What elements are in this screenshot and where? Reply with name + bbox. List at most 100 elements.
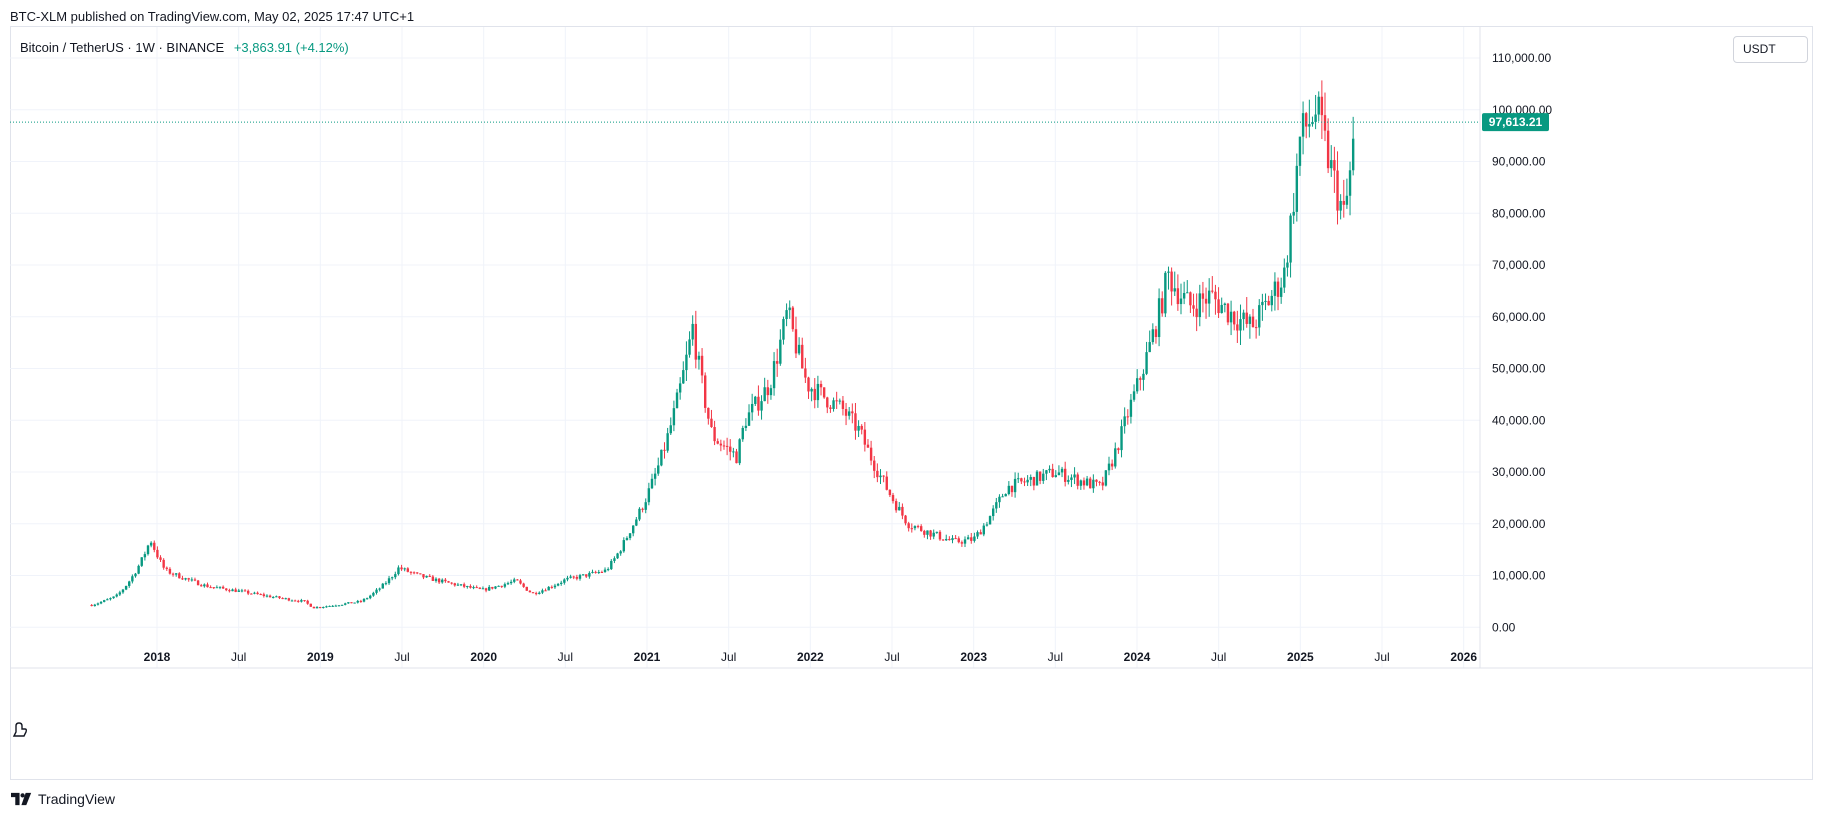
candle-body bbox=[1110, 463, 1114, 467]
candle-body bbox=[876, 470, 879, 478]
candle-body bbox=[1342, 200, 1345, 205]
candle-body bbox=[1326, 130, 1330, 169]
candle-body bbox=[350, 602, 353, 604]
candle-body bbox=[725, 445, 729, 447]
candle-body bbox=[315, 607, 319, 609]
candle-body bbox=[707, 407, 710, 419]
candle-body bbox=[287, 598, 291, 601]
candle-body bbox=[1114, 448, 1117, 467]
candle-body bbox=[1195, 308, 1198, 318]
tradingview-logo[interactable]: TradingView bbox=[11, 791, 115, 807]
candle-body bbox=[478, 587, 482, 589]
candle-body bbox=[569, 576, 572, 578]
candle-body bbox=[1079, 480, 1083, 486]
candle-body bbox=[1132, 391, 1136, 400]
candle-body bbox=[691, 323, 694, 340]
candle-body bbox=[1095, 479, 1098, 482]
candle-body bbox=[506, 583, 510, 585]
candle-body bbox=[409, 571, 413, 573]
candle-body bbox=[531, 592, 535, 594]
candle-body bbox=[1167, 271, 1170, 273]
candle-body bbox=[1060, 468, 1064, 473]
candle-body bbox=[1057, 472, 1061, 476]
candle-body bbox=[1051, 468, 1054, 478]
candle-body bbox=[1045, 470, 1048, 474]
candle-body bbox=[782, 319, 785, 340]
candle-body bbox=[547, 586, 550, 591]
candle-body bbox=[985, 524, 989, 526]
candle-body bbox=[1035, 471, 1039, 486]
candle-body bbox=[954, 538, 957, 540]
candle-body bbox=[575, 576, 579, 579]
candle-body bbox=[794, 329, 798, 354]
candle-body bbox=[688, 339, 691, 355]
candle-body bbox=[1073, 474, 1076, 478]
candle-body bbox=[919, 526, 923, 531]
candle-body bbox=[910, 528, 913, 530]
candle-body bbox=[231, 589, 234, 592]
candle-body bbox=[1004, 494, 1007, 497]
candle-body bbox=[406, 568, 410, 572]
candle-body bbox=[970, 537, 973, 541]
candle-body bbox=[331, 605, 334, 607]
candle-body bbox=[190, 579, 194, 581]
candle-body bbox=[484, 588, 488, 591]
candle-body bbox=[1120, 426, 1123, 451]
candle-body bbox=[1042, 473, 1045, 481]
x-tick-label: Jul bbox=[558, 650, 573, 664]
candle-body bbox=[738, 439, 741, 464]
candle-body bbox=[1192, 305, 1195, 309]
candle-body bbox=[340, 604, 344, 606]
candle-body bbox=[1333, 160, 1336, 171]
candle-body bbox=[1289, 215, 1292, 263]
candle-body bbox=[553, 585, 557, 588]
candle-body bbox=[666, 433, 669, 451]
chart-pane[interactable] bbox=[10, 26, 1813, 780]
candle-body bbox=[1107, 463, 1111, 471]
candle-body bbox=[118, 592, 122, 595]
last-price-label: 97,613.21 bbox=[1489, 115, 1543, 129]
candle-body bbox=[826, 397, 829, 408]
candle-body bbox=[397, 567, 400, 575]
y-tick-label: 30,000.00 bbox=[1492, 465, 1546, 479]
candle-body bbox=[1198, 293, 1201, 318]
candle-body bbox=[121, 589, 125, 593]
candle-body bbox=[372, 592, 375, 596]
candle-body bbox=[228, 590, 231, 592]
candle-body bbox=[381, 583, 384, 589]
candle-body bbox=[149, 542, 153, 546]
candle-body bbox=[1239, 319, 1242, 331]
candle-body bbox=[146, 545, 150, 555]
candle-body bbox=[516, 579, 519, 581]
candle-body bbox=[757, 396, 760, 411]
chart-reset-icon[interactable] bbox=[9, 718, 31, 740]
candle-body bbox=[178, 573, 181, 579]
candle-body bbox=[1054, 475, 1057, 478]
candle-body bbox=[894, 501, 898, 511]
candle-body bbox=[1017, 478, 1020, 480]
candle-body bbox=[1010, 485, 1014, 493]
candle-body bbox=[622, 540, 626, 552]
candle-body bbox=[184, 578, 187, 580]
candle-body bbox=[462, 584, 466, 587]
candle-body bbox=[760, 401, 763, 411]
candle-body bbox=[948, 538, 951, 541]
candle-body bbox=[243, 590, 247, 592]
candle-body bbox=[181, 578, 184, 580]
candle-body bbox=[860, 425, 863, 430]
candle-body bbox=[140, 557, 143, 566]
candle-body bbox=[769, 388, 773, 396]
candle-body bbox=[412, 572, 416, 574]
y-tick-label: 70,000.00 bbox=[1492, 258, 1546, 272]
candle-body bbox=[500, 585, 503, 587]
candle-body bbox=[174, 573, 178, 575]
candle-body bbox=[281, 598, 284, 600]
currency-button[interactable]: USDT bbox=[1733, 36, 1808, 63]
candle-body bbox=[797, 344, 801, 354]
candle-body bbox=[534, 593, 538, 595]
candle-body bbox=[225, 588, 228, 591]
candle-body bbox=[966, 537, 970, 540]
candle-body bbox=[744, 425, 748, 428]
symbol-description[interactable]: Bitcoin / TetherUS · 1W · BINANCE bbox=[20, 40, 225, 55]
